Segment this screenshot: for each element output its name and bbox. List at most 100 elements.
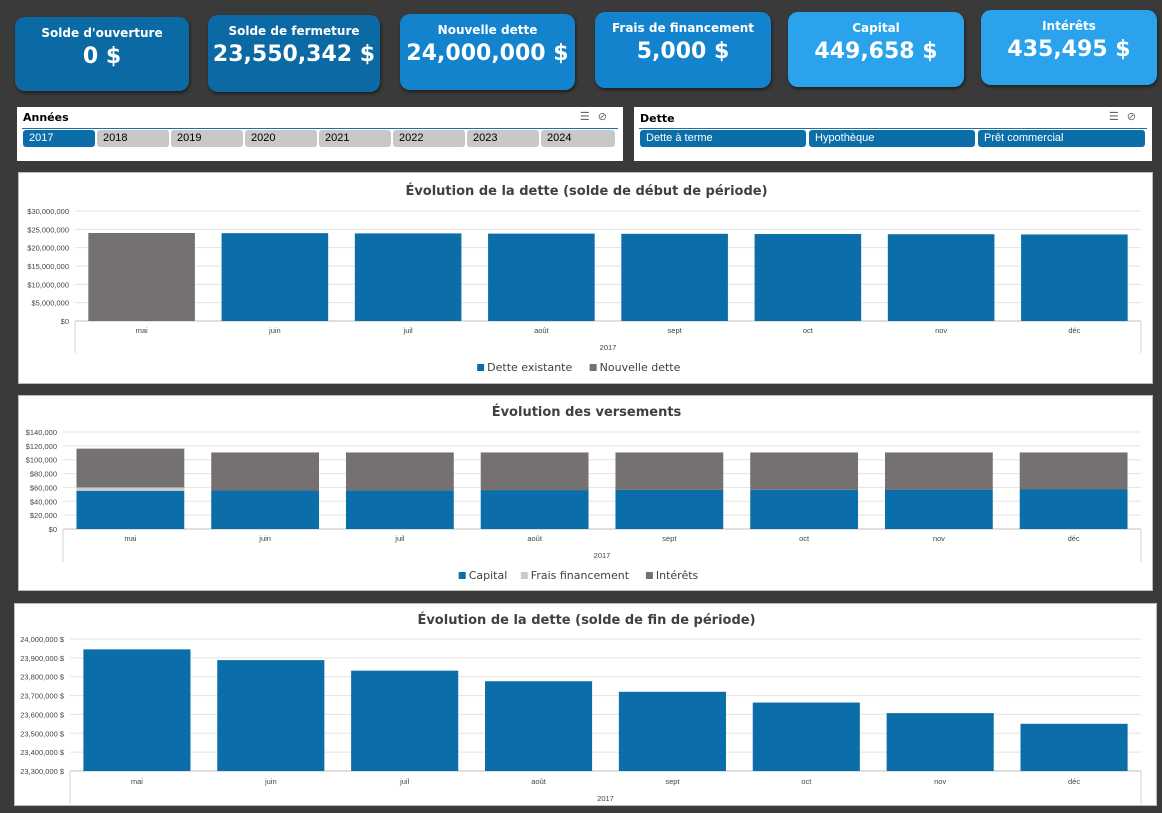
- slicer-title: Dette: [640, 112, 675, 125]
- kpi-value: 23,550,342 $: [212, 42, 376, 67]
- y-tick-label: 23,400,000 $: [20, 748, 65, 757]
- bar: [884, 489, 993, 529]
- kpi-financing-fees: Frais de financement 5,000 $: [595, 12, 771, 88]
- kpi-value: 435,495 $: [1007, 37, 1131, 62]
- kpi-value: 5,000 $: [636, 39, 730, 64]
- x-tick-label: juil: [399, 777, 410, 786]
- kpi-closing-balance: Solde de fermeture 23,550,342 $: [208, 15, 380, 92]
- bar: [1021, 234, 1128, 321]
- group-label: 2017: [594, 551, 611, 560]
- y-tick-label: $120,000: [26, 442, 57, 451]
- years-slicer: Années ☰⊘ 2017 2018 2019 2020 2021 2022 …: [17, 107, 623, 161]
- bar: [884, 452, 993, 490]
- year-chip[interactable]: 2018: [97, 130, 169, 147]
- y-tick-label: 23,600,000 $: [20, 710, 65, 719]
- kpi-label: Solde d'ouverture: [41, 26, 163, 40]
- clear-filter-icon[interactable]: ⊘: [1126, 111, 1144, 123]
- y-tick-label: $15,000,000: [27, 262, 69, 271]
- x-tick-label: sept: [665, 777, 680, 786]
- y-tick-label: $0: [49, 525, 57, 534]
- y-tick-label: 23,500,000 $: [20, 729, 65, 738]
- kpi-label: Frais de financement: [611, 21, 755, 35]
- chart-debt-opening: Évolution de la dette (solde de début de…: [18, 172, 1153, 384]
- kpi-value: 24,000,000 $: [406, 41, 569, 66]
- legend-swatch: [458, 572, 466, 579]
- debt-slicer: Dette ☰⊘ Dette à terme Hypothèque Prêt c…: [634, 107, 1152, 161]
- x-tick-label: juil: [394, 534, 405, 543]
- bar: [621, 233, 728, 321]
- x-tick-label: déc: [1068, 534, 1080, 543]
- debt-chip[interactable]: Dette à terme: [640, 130, 806, 147]
- legend-label: Nouvelle dette: [600, 361, 681, 374]
- bar: [221, 233, 329, 321]
- x-tick-label: juin: [258, 534, 271, 543]
- chart-title: Évolution des versements: [492, 404, 682, 420]
- bar: [76, 487, 185, 491]
- x-tick-label: nov: [934, 777, 946, 786]
- year-chip[interactable]: 2020: [245, 130, 317, 147]
- year-chip[interactable]: 2019: [171, 130, 243, 147]
- y-tick-label: $140,000: [26, 428, 57, 437]
- x-tick-label: déc: [1068, 326, 1080, 335]
- bar: [217, 660, 325, 771]
- chart-payments-svg: Évolution des versements $0 $20,000 $40,000…: [26, 404, 1142, 582]
- bar: [211, 452, 320, 491]
- group-label: 2017: [597, 794, 614, 803]
- multi-select-icon[interactable]: ☰: [579, 111, 598, 123]
- bar: [76, 448, 185, 488]
- multi-select-icon[interactable]: ☰: [1108, 111, 1127, 123]
- legend-label: Intérêts: [656, 569, 699, 582]
- year-chip[interactable]: 2017: [23, 130, 95, 147]
- legend-swatch: [645, 572, 653, 579]
- kpi-label: Intérêts: [1042, 19, 1096, 33]
- debt-chip[interactable]: Prêt commercial: [978, 130, 1145, 147]
- x-tick-label: juin: [264, 777, 277, 786]
- y-tick-label: $20,000,000: [27, 244, 69, 253]
- bar: [83, 649, 191, 771]
- kpi-value: 449,658 $: [814, 39, 938, 64]
- kpi-opening-balance: Solde d'ouverture 0 $: [15, 17, 189, 91]
- legend-swatch: [477, 364, 485, 371]
- bar: [354, 233, 462, 321]
- y-tick-label: 23,900,000 $: [20, 654, 65, 663]
- bar: [88, 233, 195, 321]
- kpi-label: Solde de fermeture: [228, 24, 360, 38]
- bar: [76, 490, 185, 529]
- debt-chip[interactable]: Hypothèque: [809, 130, 975, 147]
- clear-filter-icon[interactable]: ⊘: [597, 111, 615, 123]
- x-tick-label: oct: [801, 777, 812, 786]
- year-chip[interactable]: 2021: [319, 130, 391, 147]
- x-tick-label: août: [527, 534, 543, 543]
- kpi-capital: Capital 449,658 $: [788, 12, 964, 87]
- year-chip[interactable]: 2022: [393, 130, 465, 147]
- bar: [1019, 489, 1128, 529]
- year-chip[interactable]: 2023: [467, 130, 539, 147]
- x-tick-label: mai: [131, 777, 143, 786]
- x-tick-label: oct: [799, 534, 810, 543]
- y-tick-label: $0: [61, 317, 69, 326]
- kpi-label: Nouvelle dette: [437, 23, 538, 37]
- x-tick-label: nov: [933, 534, 945, 543]
- chart-debt-closing: Évolution de la dette (solde de fin de p…: [14, 603, 1157, 806]
- year-chip[interactable]: 2024: [541, 130, 615, 147]
- x-tick-label: juin: [268, 326, 281, 335]
- legend-swatch: [520, 572, 528, 579]
- bar: [615, 452, 724, 490]
- y-tick-label: 23,300,000 $: [20, 767, 65, 776]
- x-tick-label: mai: [136, 326, 148, 335]
- x-tick-label: mai: [124, 534, 136, 543]
- bar: [750, 489, 859, 529]
- y-tick-label: $25,000,000: [27, 225, 69, 234]
- y-tick-label: 24,000,000 $: [20, 635, 65, 644]
- slicer-icons: ☰⊘: [580, 110, 615, 123]
- bar: [480, 490, 589, 529]
- slicer-title: Années: [23, 111, 69, 124]
- bar: [351, 670, 459, 771]
- bar: [752, 702, 860, 771]
- group-label: 2017: [600, 343, 617, 352]
- bar: [1020, 723, 1128, 771]
- y-tick-label: $40,000: [30, 497, 57, 506]
- bar: [754, 234, 862, 321]
- x-tick-label: déc: [1068, 777, 1080, 786]
- chart-payments: Évolution des versements $0 $20,000 $40,000…: [18, 395, 1153, 591]
